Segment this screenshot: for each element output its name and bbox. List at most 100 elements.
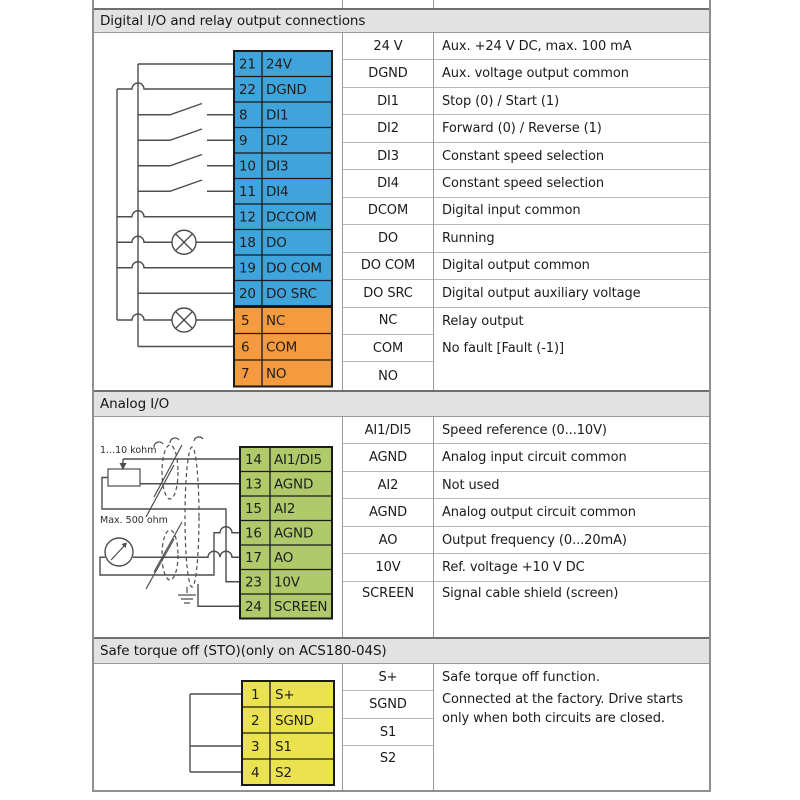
terminal-label: 10V <box>274 575 301 591</box>
analog-wires: 1...10 kohm Max. 500 ohm <box>99 436 240 607</box>
lamp-icon <box>171 229 197 255</box>
desc-cell: Aux. voltage output common <box>434 60 709 88</box>
relay-desc-line: No fault [Fault (-1)] <box>442 341 564 357</box>
signal-cell: DO <box>343 225 433 253</box>
desc-cell: Signal cable shield (screen) <box>442 586 619 602</box>
sto-desc-line: Connected at the factory. Drive starts <box>442 692 684 708</box>
analog-diagram-svg: 1...10 kohm Max. 500 ohm <box>99 436 333 620</box>
sto-diagram-svg: 1 S+ 2 SGND 3 S1 4 S2 <box>189 680 335 786</box>
desc-cell-relay-merged: Relay output No fault [Fault (-1)] <box>434 308 709 390</box>
terminal-label: S1 <box>275 739 292 755</box>
sto-desc-line: Safe torque off function. <box>442 670 600 686</box>
terminal-number: 20 <box>239 286 256 302</box>
signal-cell: SGND <box>343 691 433 719</box>
section-digital: 21 24V 22 DGND 8 DI1 9 DI2 10 DI3 11 DI4… <box>94 33 709 390</box>
signal-column-sto: S+ SGND S1 S2 <box>342 664 433 790</box>
wire-agnd2 <box>99 526 240 576</box>
desc-cell: Not used <box>434 472 709 500</box>
terminal-number: 13 <box>245 477 262 493</box>
signal-cell: S2 <box>379 750 397 766</box>
terminal-label: NO <box>266 366 286 382</box>
sto-wires <box>189 693 242 773</box>
terminal-label: DI1 <box>266 108 288 124</box>
pot-range-label: 1...10 kohm <box>100 445 156 456</box>
terminal-label: 24V <box>266 57 293 73</box>
desc-cell: Output frequency (0...20mA) <box>434 527 709 555</box>
terminal-label: DGND <box>266 82 307 98</box>
signal-cell: COM <box>343 335 433 363</box>
terminal-number: 23 <box>245 575 262 591</box>
signal-cell: NC <box>343 308 433 335</box>
switch-icon <box>138 153 234 167</box>
desc-cell: Digital input common <box>434 198 709 226</box>
digital-wires <box>116 63 234 348</box>
section-header-digital: Digital I/O and relay output connections <box>94 8 709 33</box>
terminal-label: DI2 <box>266 133 288 149</box>
stub-signal-cell <box>342 0 433 8</box>
table-top-stub <box>94 0 709 8</box>
description-column-digital: Aux. +24 V DC, max. 100 mA Aux. voltage … <box>433 33 709 390</box>
desc-cell: Digital output auxiliary voltage <box>434 280 709 308</box>
terminal-label: AGND <box>274 477 313 493</box>
terminal-label: S2 <box>275 765 292 781</box>
terminal-number: 7 <box>241 366 249 382</box>
terminal-label: AGND <box>274 526 313 542</box>
terminal-number: 9 <box>239 133 247 149</box>
desc-cell: Ref. voltage +10 V DC <box>434 554 709 582</box>
wire-nc <box>117 313 234 321</box>
terminal-number: 4 <box>251 765 259 781</box>
connection-diagram-table: Digital I/O and relay output connections <box>92 0 711 792</box>
terminal-label: AI2 <box>274 501 295 517</box>
wire-do <box>117 235 234 243</box>
signal-cell: S+ <box>343 664 433 692</box>
terminal-number: 18 <box>239 235 256 251</box>
digital-diagram-svg: 21 24V 22 DGND 8 DI1 9 DI2 10 DI3 11 DI4… <box>116 50 333 388</box>
terminal-number: 17 <box>245 550 262 566</box>
analog-wiring-diagram: 1...10 kohm Max. 500 ohm <box>94 417 342 637</box>
desc-cell: Stop (0) / Start (1) <box>434 88 709 116</box>
lamp-icon <box>171 307 197 333</box>
switch-icon <box>138 179 234 192</box>
terminal-label: SCREEN <box>274 599 327 615</box>
terminal-number: 6 <box>241 340 249 356</box>
analog-terminal-block: 14 AI1/DI5 13 AGND 15 AI2 16 AGND 17 AO … <box>239 446 333 620</box>
terminal-label: DI3 <box>266 159 288 175</box>
signal-cell: AGND <box>343 444 433 472</box>
desc-cell-sto-merged: Safe torque off function. Connected at t… <box>434 664 709 790</box>
terminal-label: COM <box>266 340 297 356</box>
terminal-number: 3 <box>251 739 259 755</box>
terminal-label: DI4 <box>266 184 288 200</box>
ground-icon <box>178 587 196 604</box>
terminal-label: AO <box>274 550 293 566</box>
signal-cell: AI2 <box>343 472 433 500</box>
digital-wiring-diagram: 21 24V 22 DGND 8 DI1 9 DI2 10 DI3 11 DI4… <box>94 33 342 390</box>
terminal-number: 19 <box>239 261 256 277</box>
signal-cell: SCREEN <box>362 586 414 602</box>
terminal-label: NC <box>266 313 285 329</box>
meter-icon <box>104 537 134 567</box>
sto-terminal-block: 1 S+ 2 SGND 3 S1 4 S2 <box>241 680 335 786</box>
wire-docom <box>117 261 234 269</box>
section-sto: 1 S+ 2 SGND 3 S1 4 S2 S+ SGND S1 S2 <box>94 664 709 790</box>
terminal-number: 5 <box>241 313 249 329</box>
signal-cell: DGND <box>343 60 433 88</box>
description-column-analog: Speed reference (0...10V) Analog input c… <box>433 417 709 637</box>
switch-icon <box>138 102 234 116</box>
terminal-number: 10 <box>239 159 256 175</box>
signal-cell: S1 <box>343 719 433 747</box>
signal-cell: DCOM <box>343 198 433 226</box>
signal-column-digital: 24 V DGND DI1 DI2 DI3 DI4 DCOM DO DO COM… <box>342 33 433 390</box>
wire-screen <box>197 584 240 607</box>
terminal-number: 24 <box>245 599 262 615</box>
desc-cell: Aux. +24 V DC, max. 100 mA <box>434 33 709 61</box>
terminal-number: 21 <box>239 57 256 73</box>
terminal-label: DO COM <box>266 261 322 277</box>
wire-ao <box>133 550 240 558</box>
relay-desc-line: Relay output <box>442 313 524 329</box>
desc-cell: Constant speed selection <box>434 170 709 198</box>
signal-cell: 24 V <box>343 33 433 61</box>
relay-terminal-block: 5 NC 6 COM 7 NO <box>233 306 333 388</box>
terminal-number: 8 <box>239 108 247 124</box>
terminal-label: S+ <box>275 687 294 703</box>
